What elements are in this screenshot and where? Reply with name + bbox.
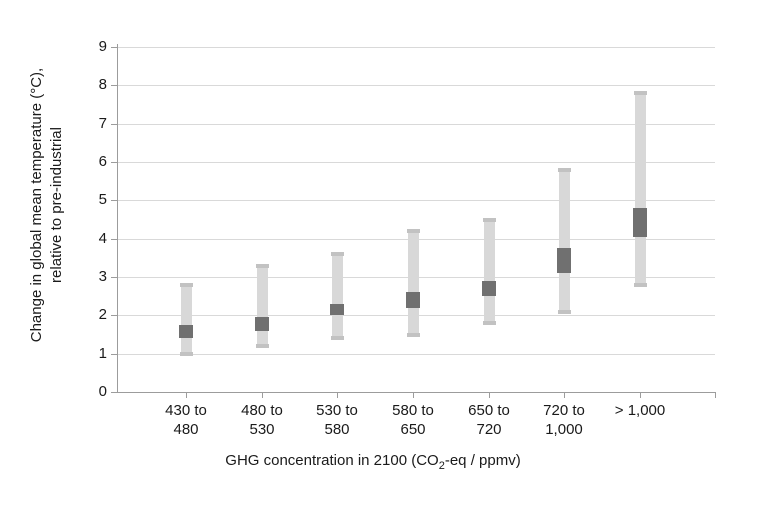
y-tick-7 [111,124,117,125]
range-bar-top-cap-6 [634,91,647,95]
x-tick-label-0: 430 to 480 [165,402,207,438]
central-segment-0 [179,325,193,338]
range-bar-bottom-cap-3 [407,333,420,337]
range-bar-top-cap-1 [256,264,269,268]
x-axis-title-suffix: -eq / ppmv) [444,452,521,469]
range-bar-top-cap-0 [180,283,193,287]
x-axis-title: GHG concentration in 2100 (CO2-eq / ppmv… [73,452,673,472]
y-axis-line [117,44,118,393]
central-segment-5 [557,248,571,273]
y-tick-1 [111,354,117,355]
x-tick-label-6: > 1,000 [614,402,666,419]
gridline-y8 [117,85,715,86]
y-tick-6 [111,162,117,163]
y-tick-3 [111,277,117,278]
y-tick-label-4: 4 [98,230,107,247]
range-bar-bottom-cap-4 [483,321,496,325]
y-tick-9 [111,47,117,48]
y-tick-label-6: 6 [98,153,107,170]
gridline-y5 [117,200,715,201]
x-axis-title-subscript: 2 [438,460,445,472]
gridline-y6 [117,162,715,163]
y-tick-label-3: 3 [98,268,107,285]
range-bar-3 [408,231,419,335]
range-bar-0 [181,285,192,354]
y-axis-title: Change in global mean temperature (°C), … [27,0,69,415]
y-tick-5 [111,200,117,201]
gridline-y7 [117,124,715,125]
x-tick-3 [413,392,414,398]
x-tick-2 [337,392,338,398]
central-segment-6 [633,208,647,237]
range-bar-top-cap-2 [331,252,344,256]
x-tick-0 [186,392,187,398]
y-tick-label-0: 0 [98,383,107,400]
y-tick-4 [111,239,117,240]
y-tick-label-2: 2 [98,306,107,323]
y-tick-label-7: 7 [98,115,107,132]
x-tick-label-2: 530 to 580 [316,402,358,438]
central-segment-1 [255,317,269,331]
y-tick-label-9: 9 [98,38,107,55]
range-bar-bottom-cap-0 [180,352,193,356]
range-bar-top-cap-5 [558,168,571,172]
range-bar-bottom-cap-1 [256,344,269,348]
range-bar-2 [332,254,343,338]
y-tick-2 [111,315,117,316]
x-axis-title-text: GHG concentration in 2100 (CO [225,452,439,469]
x-tick-1 [262,392,263,398]
y-tick-label-5: 5 [98,191,107,208]
x-tick-6 [640,392,641,398]
y-axis-title-line2: relative to pre-industrial [48,127,65,283]
range-bar-bottom-cap-2 [331,336,344,340]
x-tick-label-4: 650 to 720 [468,402,510,438]
x-tick-label-5: 720 to 1,000 [543,402,585,438]
y-tick-label-1: 1 [98,345,107,362]
x-axis-line [117,392,716,393]
range-bar-top-cap-4 [483,218,496,222]
central-segment-3 [406,292,420,308]
gridline-y9 [117,47,715,48]
x-tick-5 [564,392,565,398]
x-tick-label-1: 480 to 530 [241,402,283,438]
gridline-y1 [117,354,715,355]
y-tick-0 [111,392,117,393]
x-tick-label-3: 580 to 650 [392,402,434,438]
x-tick-4 [489,392,490,398]
range-bar-bottom-cap-6 [634,283,647,287]
y-tick-label-8: 8 [98,76,107,93]
central-segment-4 [482,281,496,296]
x-tick-right-edge [715,392,716,398]
range-bar-1 [257,266,268,346]
range-bar-top-cap-3 [407,229,420,233]
central-segment-2 [330,304,344,315]
range-bar-5 [559,170,570,312]
y-axis-title-line1: Change in global mean temperature (°C), [28,67,45,343]
range-bar-4 [484,220,495,323]
range-bar-bottom-cap-5 [558,310,571,314]
range-bar-6 [635,93,646,285]
y-tick-8 [111,85,117,86]
